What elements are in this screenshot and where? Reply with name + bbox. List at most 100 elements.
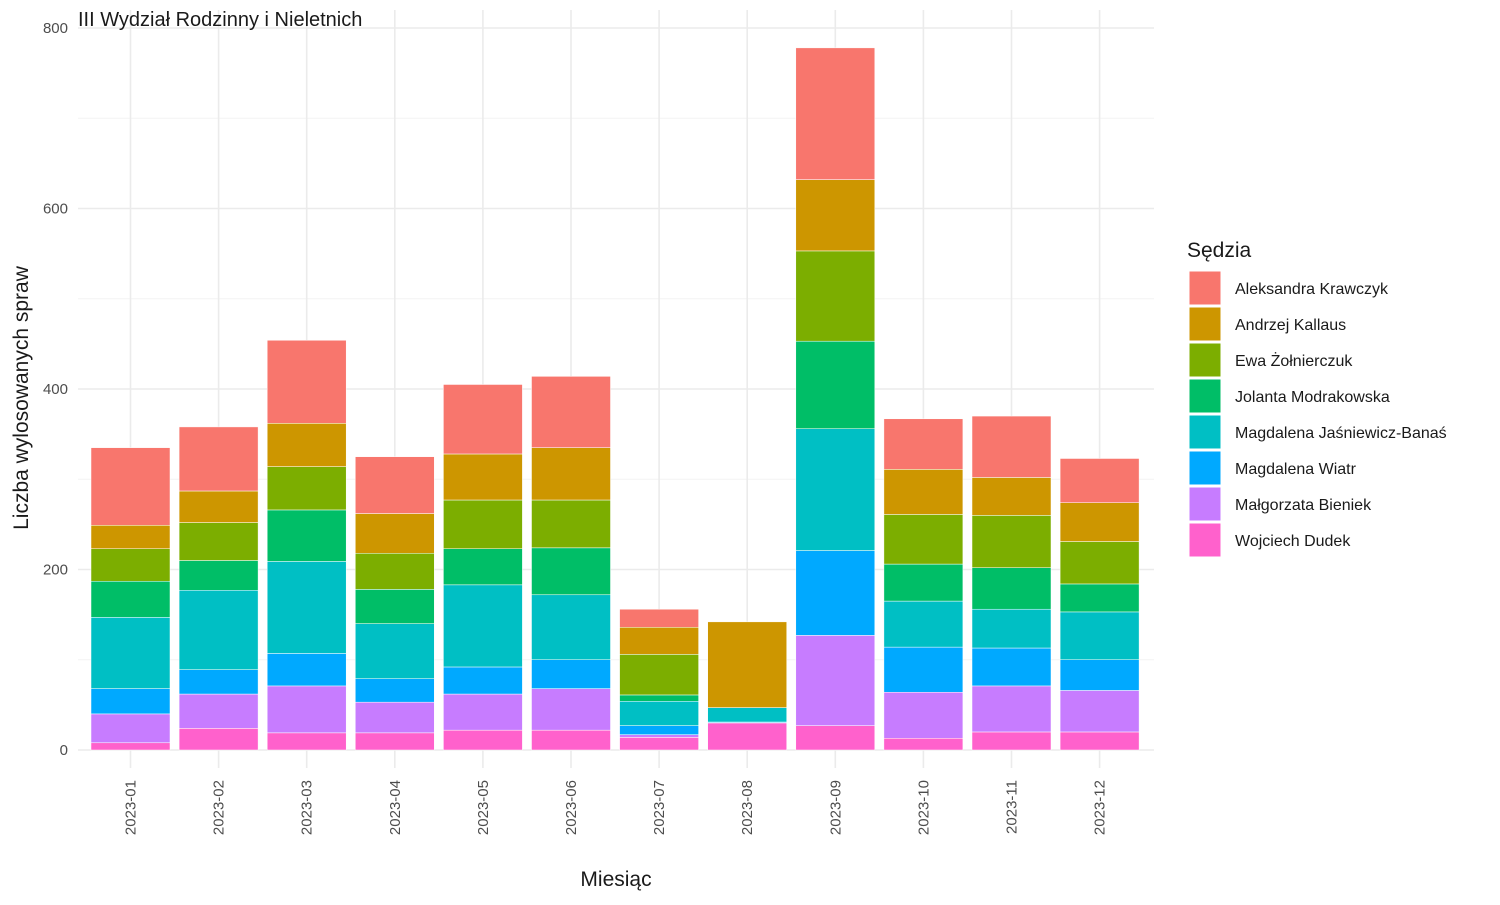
x-tick-label: 2023-02: [211, 780, 228, 835]
bar-segment: Magdalena Jaśniewicz-Banaś 2023-09: 135: [795, 428, 876, 551]
bar-segment: Ewa Żołnierczuk 2023-06: 53: [531, 499, 611, 549]
bar-segment: Magdalena Jaśniewicz-Banaś 2023-01: 79: [90, 617, 171, 689]
legend-label: Ewa Żołnierczuk: [1235, 351, 1353, 370]
y-axis-title: Liczba wylosowanych spraw: [10, 265, 33, 530]
bar-segment: Magdalena Jaśniewicz-Banaś 2023-04: 61: [355, 623, 435, 679]
bar-segment: Jolanta Modrakowska 2023-02: 33: [178, 560, 259, 591]
bar-segment: Magdalena Jaśniewicz-Banaś 2023-11: 43: [971, 608, 1052, 649]
bar-segment: Jolanta Modrakowska 2023-06: 52: [531, 547, 611, 596]
bar-segment: Aleksandra Krawczyk 2023-09: 146: [795, 47, 876, 180]
bar-segment: Ewa Żołnierczuk 2023-12: 47: [1059, 541, 1140, 585]
bar-segment: Andrzej Kallaus 2023-07: 30: [619, 627, 699, 655]
bar-segment: Wojciech Dudek 2023-10: 13: [883, 738, 964, 751]
bar-segment: Wojciech Dudek 2023-01: 8: [90, 742, 171, 751]
bar-segment: Aleksandra Krawczyk 2023-12: 49: [1059, 458, 1140, 503]
x-tick-label: 2023-08: [739, 780, 756, 835]
bar-segment: Magdalena Wiatr 2023-09: 94: [795, 550, 876, 636]
bar-segment: Ewa Żołnierczuk 2023-05: 54: [443, 499, 523, 549]
bar-segment: Andrzej Kallaus 2023-08: 95: [707, 621, 787, 708]
bar-segment: Wojciech Dudek 2023-04: 19: [355, 732, 435, 751]
bar-segment: Andrzej Kallaus 2023-02: 35: [178, 490, 259, 523]
bar-segment: Andrzej Kallaus 2023-09: 79: [795, 179, 876, 252]
bar-segment: Andrzej Kallaus 2023-01: 26: [90, 525, 171, 549]
x-axis-ticks: 2023-01 2023-02 2023-03 2023-04 2023-05 2023-…: [123, 780, 1109, 835]
bar-segment: Aleksandra Krawczyk 2023-11: 68: [971, 415, 1052, 478]
bar-segment: Ewa Żołnierczuk 2023-07: 45: [619, 654, 699, 696]
bar-segment: Andrzej Kallaus 2023-03: 48: [266, 423, 347, 467]
x-tick-label: 2023-04: [387, 780, 404, 835]
bar-segment: Andrzej Kallaus 2023-10: 50: [883, 469, 964, 515]
bar-segment: Aleksandra Krawczyk 2023-06: 79: [531, 376, 611, 448]
legend-label: Jolanta Modrakowska: [1235, 389, 1390, 406]
bar-segment: Małgorzata Bieniek 2023-01: 32: [90, 713, 171, 744]
bar-segment: Ewa Żołnierczuk 2023-03: 48: [266, 466, 347, 511]
legend-swatch: [1188, 486, 1222, 522]
legend-swatch: [1188, 522, 1222, 558]
bar-segment: Małgorzata Bieniek 2023-11: 51: [971, 685, 1052, 733]
bar-segment: Ewa Żołnierczuk 2023-01: 36: [90, 548, 171, 582]
y-tick-label: 600: [43, 201, 68, 218]
x-axis-title: Miesiąc: [580, 868, 651, 891]
bar-segment: Wojciech Dudek 2023-06: 22: [531, 729, 611, 751]
y-tick-label: 200: [43, 562, 68, 579]
chart-title: III Wydział Rodzinny i Nieletnich: [78, 9, 362, 31]
bar-segment: Wojciech Dudek 2023-05: 22: [443, 729, 523, 751]
bar-segment: Aleksandra Krawczyk 2023-01: 86: [90, 447, 171, 526]
x-tick-label: 2023-12: [1092, 780, 1109, 835]
x-tick-label: 2023-09: [827, 780, 844, 835]
bar-segment: Małgorzata Bieniek 2023-04: 34: [355, 701, 435, 734]
bar-segment: Magdalena Jaśniewicz-Banaś 2023-06: 72: [531, 594, 611, 661]
bar-segment: Wojciech Dudek 2023-08: 30: [707, 722, 787, 751]
bar-segment: Magdalena Wiatr 2023-06: 32: [531, 659, 611, 689]
bar-segment: Jolanta Modrakowska 2023-10: 41: [883, 563, 964, 602]
bar-segment: Ewa Żołnierczuk 2023-11: 58: [971, 515, 1052, 568]
bar-segment: Magdalena Jaśniewicz-Banaś 2023-08: 16: [707, 707, 787, 723]
bar-segment: Aleksandra Krawczyk 2023-04: 63: [355, 456, 435, 514]
bar-segment: Aleksandra Krawczyk 2023-07: 20: [619, 608, 699, 628]
bar-segment: Małgorzata Bieniek 2023-09: 100: [795, 635, 876, 726]
bar-segment: Andrzej Kallaus 2023-05: 51: [443, 453, 523, 501]
bar-segment: Ewa Żołnierczuk 2023-04: 40: [355, 553, 435, 590]
bar-segment: Wojciech Dudek 2023-12: 20: [1059, 731, 1140, 751]
bar-segment: Magdalena Wiatr 2023-05: 30: [443, 666, 523, 695]
bar-segment: Andrzej Kallaus 2023-11: 42: [971, 477, 1052, 516]
bar-segment: Wojciech Dudek 2023-03: 19: [266, 732, 347, 751]
legend-swatch: [1188, 414, 1222, 450]
bar-segment: Andrzej Kallaus 2023-06: 58: [531, 447, 611, 501]
bar-segment: Wojciech Dudek 2023-09: 27: [795, 725, 876, 751]
x-tick-label: 2023-01: [123, 780, 140, 835]
bar-segment: Małgorzata Bieniek 2023-02: 38: [178, 693, 259, 729]
y-tick-label: 800: [43, 20, 68, 37]
bar-segment: Wojciech Dudek 2023-11: 20: [971, 731, 1052, 751]
bar-segment: Jolanta Modrakowska 2023-07: 7: [619, 694, 699, 702]
x-tick-label: 2023-10: [915, 780, 932, 835]
y-axis-ticks: 0 200 400 600 800: [43, 20, 68, 759]
bar-segment: Magdalena Wiatr 2023-02: 27: [178, 669, 259, 695]
bar-segment: Małgorzata Bieniek 2023-03: 52: [266, 685, 347, 734]
bar-segment: Magdalena Jaśniewicz-Banaś 2023-12: 53: [1059, 611, 1140, 660]
y-tick-label: 0: [60, 742, 68, 759]
bar-segment: Ewa Żołnierczuk 2023-02: 42: [178, 522, 259, 561]
bar-segment: Jolanta Modrakowska 2023-05: 40: [443, 548, 523, 586]
bar-segment: Magdalena Jaśniewicz-Banaś 2023-05: 91: [443, 584, 523, 668]
bar-segment: Małgorzata Bieniek 2023-12: 46: [1059, 690, 1140, 733]
y-tick-label: 400: [43, 381, 68, 398]
x-tick-label: 2023-06: [563, 780, 580, 835]
legend-label: Aleksandra Krawczyk: [1235, 281, 1389, 298]
bar-segment: Magdalena Wiatr 2023-01: 28: [90, 688, 171, 715]
x-tick-label: 2023-07: [651, 780, 668, 835]
legend-label: Andrzej Kallaus: [1235, 317, 1346, 334]
legend-swatch: [1188, 450, 1222, 486]
bars: Wojciech Dudek 2023-01: 8Małgorzata Bien…: [90, 47, 1140, 751]
bar-segment: Aleksandra Krawczyk 2023-02: 71: [178, 426, 259, 492]
bar-segment: Magdalena Jaśniewicz-Banaś 2023-07: 27: [619, 701, 699, 726]
bar-segment: Magdalena Wiatr 2023-12: 34: [1059, 659, 1140, 691]
bar-segment: Wojciech Dudek 2023-07: 14: [619, 737, 699, 751]
bar-segment: Aleksandra Krawczyk 2023-03: 92: [266, 340, 347, 424]
legend-label: Magdalena Jaśniewicz-Banaś: [1235, 425, 1447, 442]
bar-segment: Wojciech Dudek 2023-02: 24: [178, 728, 259, 751]
bar-segment: Magdalena Jaśniewicz-Banaś 2023-03: 102: [266, 561, 347, 654]
bar-segment: Andrzej Kallaus 2023-12: 43: [1059, 502, 1140, 542]
bar-segment: Magdalena Wiatr 2023-04: 26: [355, 678, 435, 703]
bar-segment: Magdalena Wiatr 2023-07: 10: [619, 725, 699, 735]
